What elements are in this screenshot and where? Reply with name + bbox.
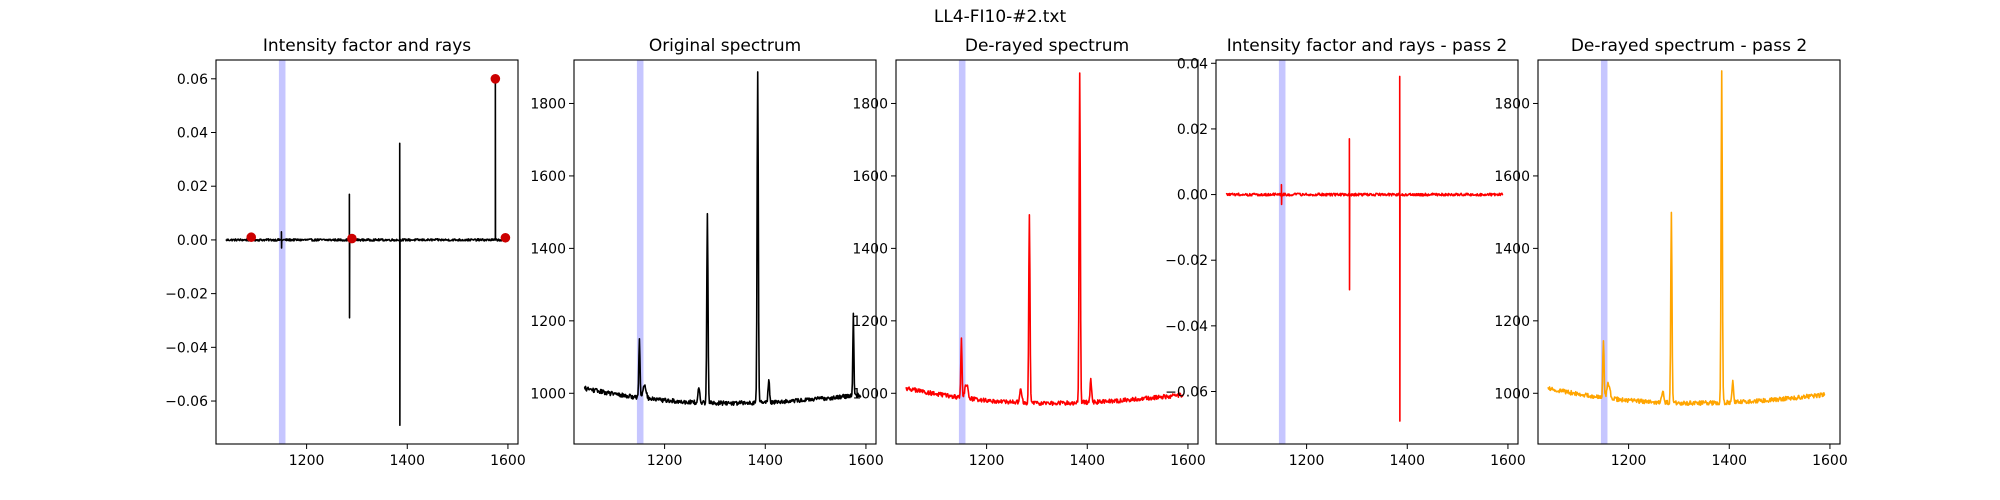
chart-panel-4: 1200 1400 1600 −0.06 −0.04 −0.02 0.00 0.02 0.04 I… <box>1165 36 1526 469</box>
y-tick-label: −0.02 <box>1165 253 1208 269</box>
y-tick-label: 1200 <box>1494 314 1530 330</box>
series-line-1 <box>225 78 504 426</box>
data-point-1 <box>246 232 257 243</box>
chart-title: Original spectrum <box>649 36 801 56</box>
axes-frame <box>1215 59 1519 445</box>
y-tick-label: 0.06 <box>177 72 208 88</box>
chart-title: Intensity factor and rays <box>263 36 471 56</box>
series-line-1 <box>1225 75 1504 422</box>
x-tick-label: 1400 <box>747 453 783 469</box>
series-line-1 <box>583 71 862 407</box>
x-tick-label: 1600 <box>1812 453 1848 469</box>
chart-title: De-rayed spectrum - pass 2 <box>1571 36 1807 56</box>
axes-frame <box>573 59 877 445</box>
chart-panel-5: 1200 1400 1600 1000 1200 1400 1600 1800 De-rayed… <box>1494 36 1847 469</box>
data-point-4 <box>500 232 511 243</box>
y-tick-label: 1800 <box>530 96 566 112</box>
y-tick-label: 1600 <box>852 169 888 185</box>
y-tick-label: 0.04 <box>1177 56 1208 72</box>
x-tick-label: 1200 <box>647 453 683 469</box>
y-tick-label: 1400 <box>852 241 888 257</box>
x-tick-label: 1400 <box>1069 453 1105 469</box>
y-tick-label: 1000 <box>1494 386 1530 402</box>
y-tick-label: −0.04 <box>165 340 208 356</box>
y-tick-label: 1600 <box>1494 169 1530 185</box>
y-tick-label: 1600 <box>530 169 566 185</box>
x-tick-label: 1200 <box>289 453 325 469</box>
highlight-band <box>1278 60 1286 444</box>
data-point-2 <box>347 233 357 244</box>
y-tick-label: −0.06 <box>165 394 208 410</box>
x-tick-label: 1200 <box>969 453 1005 469</box>
chart-title: De-rayed spectrum <box>965 36 1129 56</box>
y-tick-label: 1000 <box>530 386 566 402</box>
highlight-band <box>1600 60 1608 444</box>
axes-frame <box>895 59 1199 445</box>
figure-suptitle: LL4-FI10-#2.txt <box>934 7 1067 27</box>
highlight-band <box>278 60 286 444</box>
y-tick-label: 1400 <box>1494 241 1530 257</box>
x-tick-label: 1600 <box>490 453 526 469</box>
y-tick-label: 1800 <box>852 96 888 112</box>
chart-panel-3: 1200 1400 1600 1000 1200 1400 1600 1800 De-rayed… <box>852 36 1205 469</box>
y-tick-label: 0.02 <box>1177 122 1208 138</box>
y-tick-label: 1200 <box>530 314 566 330</box>
y-tick-label: 0.00 <box>177 233 208 249</box>
series-line-1 <box>905 72 1184 407</box>
x-tick-label: 1600 <box>848 453 884 469</box>
x-tick-label: 1400 <box>1389 453 1425 469</box>
highlight-band <box>958 60 966 444</box>
y-tick-label: −0.06 <box>1165 384 1208 400</box>
chart-panel-1: 1200 1400 1600 −0.06 −0.04 −0.02 0.00 0.02 0.04 0… <box>165 36 526 469</box>
x-tick-label: 1600 <box>1490 453 1526 469</box>
chart-panel-2: 1200 1400 1600 1000 1200 1400 1600 1800 Original… <box>530 36 883 469</box>
y-tick-label: 0.02 <box>177 179 208 195</box>
panels: 1200 1400 1600 −0.06 −0.04 −0.02 0.00 0.02 0.04 0… <box>165 36 1848 469</box>
y-tick-label: 1800 <box>1494 96 1530 112</box>
data-point-3 <box>490 73 501 84</box>
y-tick-label: 1400 <box>530 241 566 257</box>
axes-frame <box>1537 59 1841 445</box>
y-tick-label: −0.02 <box>165 287 208 303</box>
chart-title: Intensity factor and rays - pass 2 <box>1227 36 1507 56</box>
highlight-band <box>636 60 644 444</box>
x-tick-label: 1400 <box>389 453 425 469</box>
x-tick-label: 1400 <box>1711 453 1747 469</box>
y-tick-label: 0.00 <box>1177 188 1208 204</box>
y-tick-label: 1000 <box>852 386 888 402</box>
y-tick-label: 0.04 <box>177 126 208 142</box>
x-tick-label: 1200 <box>1289 453 1325 469</box>
x-tick-label: 1200 <box>1611 453 1647 469</box>
x-tick-label: 1600 <box>1170 453 1206 469</box>
series-line-1 <box>1547 70 1826 406</box>
axes-frame <box>215 59 519 445</box>
y-tick-label: 1200 <box>852 314 888 330</box>
y-tick-label: −0.04 <box>1165 319 1208 335</box>
